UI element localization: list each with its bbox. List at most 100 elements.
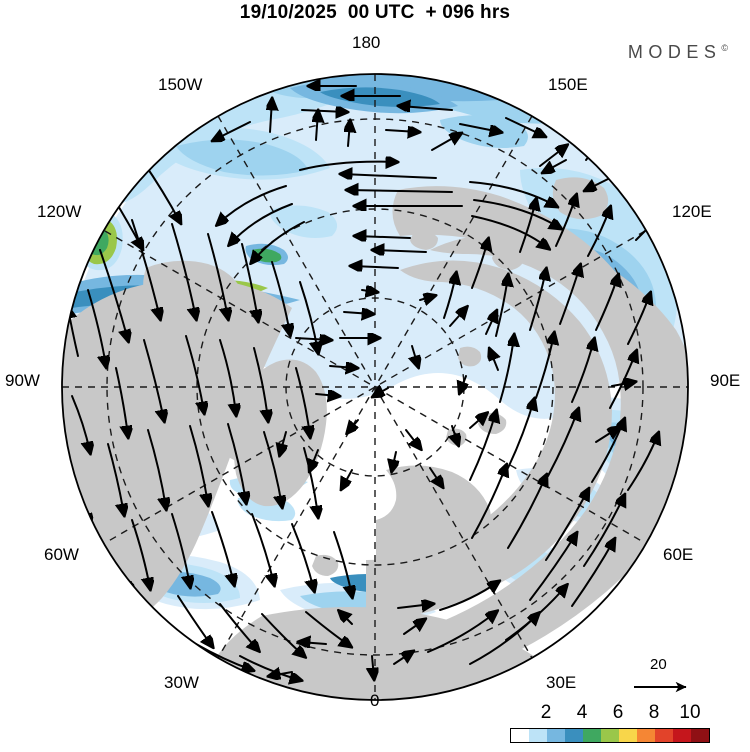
wind-arrow	[595, 276, 618, 331]
map-rim	[61, 73, 689, 701]
wind-arrow	[471, 466, 506, 539]
wind-arrow	[219, 603, 258, 650]
wind-arrow	[397, 604, 432, 608]
wind-arrow	[329, 366, 356, 368]
wind-arrow	[171, 513, 190, 586]
colorbar-tick-10: 10	[679, 702, 701, 723]
wind-arrow	[583, 496, 624, 567]
lon-label-150e: 150E	[548, 75, 588, 94]
wind-arrow	[460, 375, 466, 392]
wind-arrow	[143, 339, 164, 420]
wind-arrow	[571, 340, 594, 403]
colorbar-tick-8: 8	[648, 702, 660, 723]
wind-arrow	[303, 447, 318, 516]
wind-arrow	[342, 174, 437, 178]
colorbar: 2 4 6 8 10	[510, 702, 710, 744]
lon-label-90e: 90E	[710, 371, 741, 390]
wind-arrow	[485, 312, 496, 335]
wind-arrow	[342, 469, 353, 488]
wind-arrow	[499, 336, 514, 403]
wind-arrow	[214, 121, 251, 140]
wind-arrow	[505, 117, 544, 136]
wind-arrow	[131, 219, 160, 318]
lon-label-30e: 30E	[546, 673, 577, 692]
wind-arrow	[219, 339, 236, 414]
wind-arrow	[374, 388, 389, 396]
wind-arrow	[207, 233, 228, 318]
wind-arrow	[333, 531, 352, 596]
colorbar-segment-1	[529, 729, 547, 742]
lon-label-120e: 120E	[672, 202, 712, 221]
wind-arrow	[189, 425, 208, 504]
lon-label-60w: 60W	[44, 545, 79, 564]
land-island-4	[492, 246, 525, 270]
colorbar-tick-4: 4	[576, 702, 588, 723]
wind-arrow	[374, 250, 427, 252]
wind-arrow	[469, 181, 556, 206]
wind-arrow	[439, 582, 498, 611]
wind-arrow	[443, 274, 456, 319]
wind-arrow	[299, 162, 396, 171]
land-alaska	[143, 260, 242, 319]
wind-arrow	[211, 511, 234, 584]
wind-arrow	[251, 513, 274, 584]
land-island-1	[458, 346, 482, 367]
map-contents	[62, 74, 688, 700]
wind-arrow	[471, 240, 488, 289]
logo-text: MODES	[627, 42, 722, 62]
wind-arrow	[131, 519, 150, 588]
land-canada-archipelago-4	[162, 376, 196, 402]
colorbar-gradient	[510, 728, 710, 743]
wind-arrow	[459, 123, 500, 132]
modes-logo: MODES©	[628, 42, 728, 63]
copyright-icon: ©	[721, 43, 728, 53]
wind-arrow	[87, 289, 106, 366]
wind-arrow	[529, 534, 576, 601]
wind-arrow	[385, 130, 418, 132]
colorbar-segment-7	[637, 729, 655, 742]
wind-arrow	[356, 236, 411, 238]
wind-arrow	[405, 429, 420, 448]
wind-arrow	[107, 443, 124, 514]
wind-arrow	[449, 308, 466, 327]
wind-arrow	[348, 190, 453, 192]
colorbar-segment-9	[673, 729, 691, 742]
lon-label-30w: 30W	[164, 673, 199, 692]
wind-arrow	[545, 490, 588, 561]
wind-arrow	[412, 345, 418, 366]
wind-arrow	[227, 423, 246, 502]
wind-arrow	[305, 611, 350, 646]
colorbar-segment-3	[565, 729, 583, 742]
wind-arrow	[352, 266, 399, 268]
wind-arrow	[291, 523, 314, 590]
wind-arrow	[218, 185, 287, 224]
land-canada-archipelago-1	[191, 348, 250, 397]
wind-arrow	[469, 412, 496, 481]
colorbar-segment-10	[691, 729, 709, 742]
wind-arrow	[400, 106, 453, 110]
wind-arrow	[544, 159, 567, 172]
wind-arrow	[361, 290, 376, 292]
wind-arrow	[263, 431, 282, 506]
wind-arrow	[490, 350, 498, 371]
wind-arrow	[280, 431, 286, 454]
wind-arrow	[270, 672, 293, 676]
land-siberia	[392, 186, 652, 328]
wind-arrow	[316, 112, 318, 141]
wind-arrow	[586, 177, 611, 190]
vector-scale-label: 20	[650, 656, 667, 673]
wind-arrow	[393, 652, 412, 664]
wind-arrow	[230, 203, 293, 244]
wind-arrow	[507, 476, 546, 549]
wind-arrow	[430, 467, 442, 486]
wind-arrow	[147, 429, 166, 508]
wind-arrow	[261, 613, 304, 656]
wind-arrow	[431, 134, 460, 151]
colorbar-segment-8	[655, 729, 673, 742]
land-iceland	[312, 554, 339, 576]
wind-arrow	[427, 612, 496, 653]
land-canada-archipelago-3	[221, 429, 273, 464]
wind-arrow	[419, 296, 434, 300]
